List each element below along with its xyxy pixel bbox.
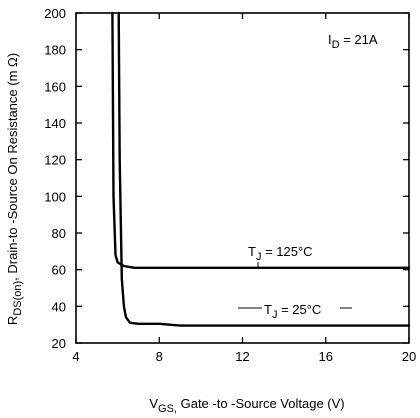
x-tick-label: 16: [319, 349, 333, 364]
y-tick-label: 180: [44, 43, 66, 58]
x-axis-label-sub: GS,: [158, 403, 177, 415]
annotation-main: I: [328, 32, 332, 47]
y-tick-label: 100: [44, 189, 66, 204]
x-tick-label: 4: [72, 349, 79, 364]
plot-frame: [75, 12, 410, 344]
y-axis-label-rest: , Drain-to -Source On Resistance (m Ω): [5, 53, 20, 281]
series-line-25c: [117, 11, 411, 327]
series-label-25c: TJ = 25°C: [264, 302, 321, 321]
series-label-125c: TJ = 125°C: [248, 244, 313, 263]
series-25c-main: T: [264, 302, 272, 317]
y-tick-label: 80: [52, 226, 66, 241]
y-tick-label: 60: [52, 263, 66, 278]
drain-current-annotation: ID = 21A: [328, 32, 378, 51]
y-axis-label-sub: DS(on): [12, 281, 24, 316]
y-tick-label: 160: [44, 79, 66, 94]
y-tick-label: 120: [44, 153, 66, 168]
x-tick-label: 12: [235, 349, 249, 364]
y-axis-label-main: R: [5, 316, 20, 325]
x-tick-label: 8: [156, 349, 163, 364]
x-axis-label: VGS, Gate -to -Source Voltage (V): [149, 396, 344, 415]
series-line-125c: [111, 11, 411, 269]
series-125c-sub: J: [256, 251, 262, 263]
y-axis-label: RDS(on), Drain-to -Source On Resistance …: [5, 53, 24, 325]
series-25c-sub: J: [272, 309, 278, 321]
y-tick-label: 40: [52, 299, 66, 314]
x-tick-label: 20: [402, 349, 416, 364]
series-25c-rest: = 25°C: [277, 302, 321, 317]
y-tick-label: 20: [52, 336, 66, 351]
annotation-rest: = 21A: [340, 32, 378, 47]
y-tick-label: 140: [44, 116, 66, 131]
series-125c-main: T: [248, 244, 256, 259]
x-axis-label-main: V: [149, 396, 158, 411]
x-axis-label-rest: Gate -to -Source Voltage (V): [177, 396, 345, 411]
annotation-sub: D: [332, 39, 340, 51]
series-125c-rest: = 125°C: [261, 244, 312, 259]
y-tick-label: 200: [44, 6, 66, 21]
